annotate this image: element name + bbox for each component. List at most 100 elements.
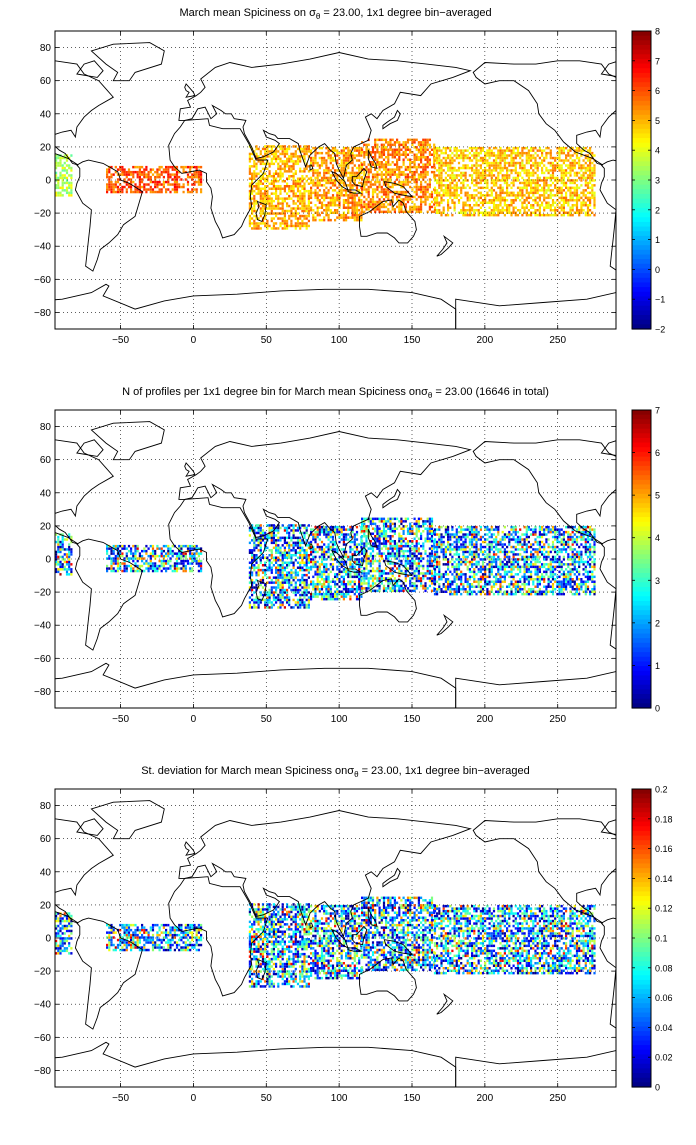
data-cell: [117, 570, 119, 572]
data-cell: [328, 591, 330, 593]
data-cell: [451, 187, 453, 189]
data-cell: [521, 149, 523, 151]
data-cell: [519, 182, 521, 184]
data-cell: [438, 164, 440, 166]
data-cell: [343, 154, 345, 156]
data-cell: [422, 141, 424, 143]
data-cell: [471, 214, 473, 216]
data-cell: [282, 584, 284, 586]
data-cell: [279, 601, 281, 603]
data-cell: [379, 181, 381, 183]
data-cell: [438, 184, 440, 186]
data-cell: [180, 166, 182, 168]
data-cell: [411, 178, 413, 180]
data-cell: [550, 179, 552, 181]
colorbar-swatch: [632, 68, 651, 73]
data-cell: [319, 566, 321, 568]
data-cell: [325, 152, 327, 154]
data-cell: [578, 164, 580, 166]
data-cell: [469, 147, 471, 149]
data-cell: [454, 179, 456, 181]
data-cell: [121, 188, 123, 190]
data-cell: [475, 159, 477, 161]
data-cell: [424, 173, 426, 175]
data-cell: [288, 549, 290, 551]
data-cell: [277, 150, 279, 152]
data-cell: [383, 188, 385, 190]
data-cell: [64, 167, 66, 169]
data-cell: [361, 211, 363, 213]
data-cell: [325, 558, 327, 560]
data-cell: [569, 164, 571, 166]
data-cell: [325, 593, 327, 595]
data-cell: [443, 152, 445, 154]
data-cell: [510, 204, 512, 206]
data-cell: [341, 167, 343, 169]
data-cell: [497, 149, 499, 151]
data-cell: [260, 559, 262, 561]
data-cell: [269, 197, 271, 199]
data-cell: [504, 214, 506, 216]
data-cell: [189, 567, 191, 569]
data-cell: [354, 202, 356, 204]
data-cell: [473, 197, 475, 199]
data-cell: [301, 599, 303, 601]
data-cell: [176, 562, 178, 564]
data-cell: [286, 163, 288, 165]
data-cell: [480, 147, 482, 149]
data-cell: [303, 569, 305, 571]
data-cell: [469, 159, 471, 161]
data-cell: [317, 214, 319, 216]
data-cell: [363, 211, 365, 213]
data-cell: [376, 144, 378, 146]
data-cell: [420, 151, 422, 153]
data-cell: [471, 169, 473, 171]
data-cell: [110, 567, 112, 569]
data-cell: [467, 194, 469, 196]
data-cell: [328, 598, 330, 600]
data-cell: [407, 159, 409, 161]
data-cell: [159, 183, 161, 185]
data-cell: [152, 181, 154, 183]
data-cell: [491, 162, 493, 164]
data-cell: [578, 209, 580, 211]
data-cell: [443, 189, 445, 191]
data-cell: [275, 173, 277, 175]
data-cell: [420, 208, 422, 210]
data-cell: [469, 174, 471, 176]
data-cell: [279, 604, 281, 606]
data-cell: [286, 183, 288, 185]
data-cell: [282, 579, 284, 581]
data-cell: [436, 159, 438, 161]
colorbar-swatch: [632, 278, 651, 283]
data-cell: [150, 188, 152, 190]
data-cell: [510, 172, 512, 174]
data-cell: [370, 198, 372, 200]
data-cell: [293, 591, 295, 593]
data-cell: [325, 536, 327, 538]
colorbar-swatch: [632, 73, 651, 78]
data-cell: [456, 194, 458, 196]
data-cell: [264, 606, 266, 608]
data-cell: [338, 568, 340, 570]
data-cell: [368, 176, 370, 178]
data-cell: [338, 157, 340, 159]
data-cell: [284, 549, 286, 551]
data-cell: [473, 214, 475, 216]
data-cell: [258, 190, 260, 192]
data-cell: [519, 174, 521, 176]
data-cell: [325, 159, 327, 161]
data-cell: [290, 168, 292, 170]
data-cell: [563, 182, 565, 184]
data-cell: [552, 214, 554, 216]
data-cell: [484, 209, 486, 211]
data-cell: [493, 164, 495, 166]
data-cell: [269, 596, 271, 598]
data-cell: [328, 152, 330, 154]
colorbar-swatch: [632, 152, 651, 157]
data-cell: [310, 157, 312, 159]
data-cell: [462, 202, 464, 204]
data-cell: [295, 227, 297, 229]
data-cell: [558, 169, 560, 171]
data-cell: [286, 529, 288, 531]
